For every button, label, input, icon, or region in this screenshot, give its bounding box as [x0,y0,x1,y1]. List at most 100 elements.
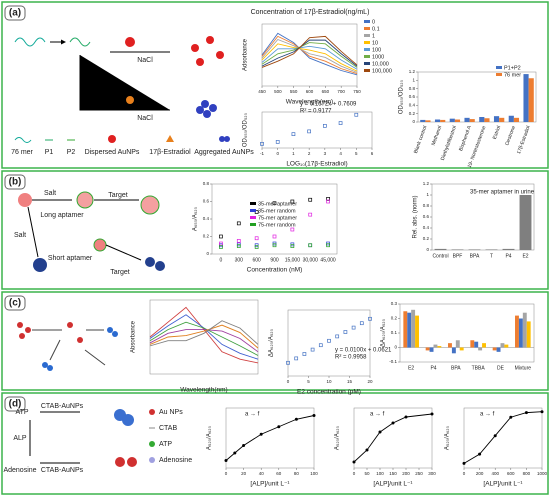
point [290,199,295,204]
bar [499,117,505,122]
bar [451,347,456,354]
line [463,411,543,464]
x-tick-label: 900 [270,257,279,263]
x-tick-label: 6 [371,151,374,156]
point [290,227,295,232]
bar [519,195,532,250]
x-tick-label: 5 [355,151,358,156]
bar [528,78,534,122]
point [312,414,316,417]
label: NaCl [137,57,153,64]
legend-swatch [496,66,502,69]
point [260,141,264,146]
bar [479,117,485,122]
x-tick-label: P4 [430,365,436,371]
x-tick-label: BPF [453,253,463,259]
line [261,38,358,73]
line [261,45,358,70]
y-axis-label: Adsorbance [243,38,249,71]
point [323,123,327,128]
annotation: R² = 0.9177 [300,109,332,115]
bar [484,118,490,122]
y-tick-label: 0 [412,119,415,124]
point [236,239,241,243]
legend-label: 1 [372,33,375,39]
legend-swatch [364,34,370,37]
x-tick-label: 600 [306,89,314,94]
bar [403,311,408,348]
label: Au NPs [159,409,183,416]
point [318,343,323,348]
bar [478,347,483,351]
point [275,140,280,144]
point [310,347,315,352]
y-tick-label: 0.2 [409,111,416,116]
x-tick-label: 800 [523,471,531,476]
diagram-a: NaCl NaCl 76 mer P1 P2 Dispersed AuNPs 1… [11,36,254,156]
legend-swatch [250,209,256,212]
point [493,434,497,438]
point [259,432,263,436]
point [308,243,313,248]
label: Adenosine [159,457,192,464]
diagram-b: Salt Long aptamer Target Salt Short apta… [14,190,165,276]
panel-label: (b) [9,177,22,188]
x-tick-label: BPA [470,253,480,259]
label: P2 [67,149,76,156]
label: NaCl [137,115,153,122]
point [224,459,228,462]
y-tick-label: 0 [426,247,429,252]
x-tick-label: DE [497,365,505,371]
line [149,329,259,353]
x-tick-label: Blank control [413,125,429,154]
x-axis-label: Wavelength(nm) [180,387,227,394]
diagram-c [17,322,118,371]
annotation: y = 0.0100x + 0.0621 [335,348,392,354]
x-tick-label: 0 [353,471,356,476]
point [291,132,296,137]
x-tick-label: 750 [353,89,361,94]
y-tick-label: 0.2 [391,316,398,321]
x-tick-label: 400 [491,471,499,476]
x-tick-label: T [490,253,493,259]
label: Target [108,192,128,199]
legend-swatch [364,20,370,23]
chart-title: Concentration of 17β-Estradiol(ng/mL) [251,9,370,16]
x-tick-label: 250 [415,471,423,476]
bar [449,118,455,122]
bar [455,340,460,348]
legend-label: 0 [372,19,375,25]
point [509,415,513,419]
point [343,330,348,334]
bar [496,347,501,352]
y-tick-label: -0.1 [389,359,397,364]
x-tick-label: 20 [241,471,247,476]
label: ALP [13,435,27,442]
legend-swatch [364,55,370,58]
x-tick-label: 50 [364,471,370,476]
bar [469,119,475,122]
x-tick-label: 200 [402,471,410,476]
bar [464,117,470,122]
line [261,39,358,67]
point [326,199,330,204]
point [219,241,223,246]
point [365,448,369,452]
label: ATP [15,409,28,416]
point [236,244,241,248]
point [326,197,330,201]
x-axis-label: [ALP]/unit L⁻¹ [483,481,523,488]
legend-label: 35-mer random [258,208,296,214]
legend-swatch [496,73,502,76]
point [290,244,295,248]
legend-label: 100,000 [372,68,392,74]
x-tick-label: -1 [260,151,264,156]
x-tick-label: P4 [505,253,511,259]
bar [500,343,505,348]
x-tick-label: 100 [310,471,318,476]
annotation: 35-mer aptamer in urine [470,190,535,196]
point [338,121,343,125]
legend-label: 75-mer aptamer [258,215,297,221]
point [359,321,364,326]
plot-frame [261,111,373,149]
